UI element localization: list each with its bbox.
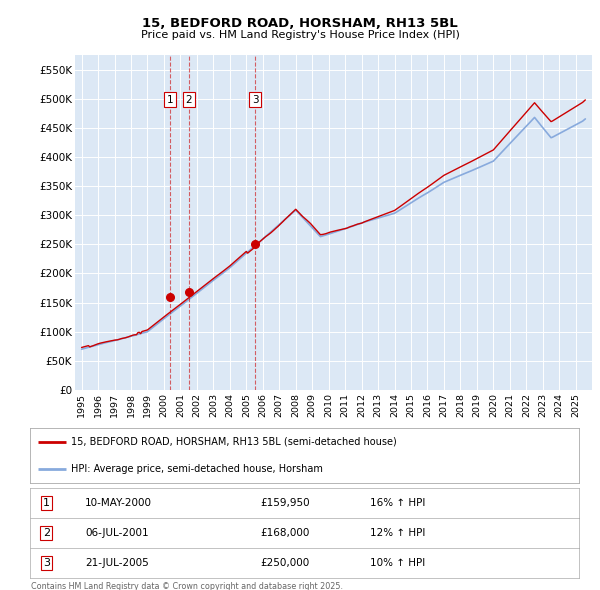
Text: 15, BEDFORD ROAD, HORSHAM, RH13 5BL (semi-detached house): 15, BEDFORD ROAD, HORSHAM, RH13 5BL (sem… [71,437,397,447]
Text: 16% ↑ HPI: 16% ↑ HPI [370,498,426,508]
Text: 21-JUL-2005: 21-JUL-2005 [85,558,149,568]
Text: 2: 2 [43,528,50,538]
Text: HPI: Average price, semi-detached house, Horsham: HPI: Average price, semi-detached house,… [71,464,323,474]
Text: 1: 1 [167,95,173,105]
Text: Price paid vs. HM Land Registry's House Price Index (HPI): Price paid vs. HM Land Registry's House … [140,30,460,40]
Text: 12% ↑ HPI: 12% ↑ HPI [370,528,426,538]
Text: £159,950: £159,950 [260,498,310,508]
Text: £168,000: £168,000 [260,528,310,538]
Text: 10-MAY-2000: 10-MAY-2000 [85,498,152,508]
Text: 15, BEDFORD ROAD, HORSHAM, RH13 5BL: 15, BEDFORD ROAD, HORSHAM, RH13 5BL [142,17,458,30]
Text: 3: 3 [252,95,259,105]
Text: 3: 3 [43,558,50,568]
Text: 1: 1 [43,498,50,508]
Text: Contains HM Land Registry data © Crown copyright and database right 2025.
This d: Contains HM Land Registry data © Crown c… [31,582,343,590]
Text: 06-JUL-2001: 06-JUL-2001 [85,528,149,538]
Text: 10% ↑ HPI: 10% ↑ HPI [370,558,425,568]
Text: £250,000: £250,000 [260,558,310,568]
Text: 2: 2 [185,95,192,105]
